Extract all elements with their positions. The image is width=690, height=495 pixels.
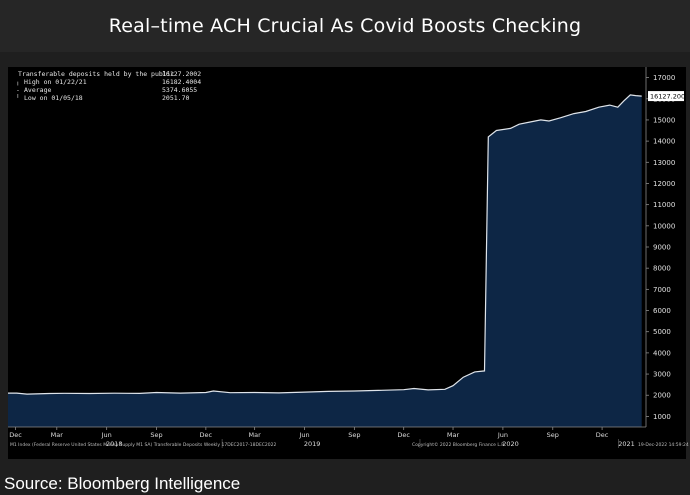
x-year-label: 2019 <box>304 440 321 448</box>
x-tick-label: Jun <box>497 431 508 439</box>
x-tick-label: Mar <box>249 431 262 439</box>
high-marker-icon: ╷ <box>16 78 20 86</box>
chart-panel: 1000 2000 3000 4000 5000 6000 7000 8000 9000 1000… <box>8 67 686 459</box>
x-tick-label: Jun <box>101 431 112 439</box>
average-marker-icon: - <box>16 86 20 94</box>
y-tick-label: 7000 <box>653 286 671 294</box>
y-tick-label: 13000 <box>653 159 675 167</box>
x-tick-label: Dec <box>9 431 22 439</box>
legend-item: ╷ High on 01/22/21 16182.4004 <box>14 78 201 86</box>
legend-value: 16182.4004 <box>162 78 202 86</box>
footer-series-description: M1 Index (Federal Reserve United States … <box>10 443 277 448</box>
series-line <box>8 94 642 395</box>
x-tick-label: Mar <box>447 431 460 439</box>
y-tick-label: 5000 <box>653 328 671 336</box>
y-tick-label: 9000 <box>653 244 671 252</box>
legend-label: Average <box>24 86 52 94</box>
x-tick-label: Mar <box>51 431 64 439</box>
legend-item: - Average 5374.6055 <box>14 86 201 94</box>
last-value-tag <box>648 91 684 102</box>
y-tick-label: 6000 <box>653 307 671 315</box>
y-tick-label: 12000 <box>653 180 675 188</box>
y-tick-label: 11000 <box>653 201 675 209</box>
x-tick-label: Dec <box>397 431 410 439</box>
last-value-label: 16127.2002 <box>650 93 686 101</box>
legend-label: High on 01/22/21 <box>24 78 87 86</box>
legend-item: Transferable deposits held by the public… <box>14 70 201 78</box>
y-tick-label: 15000 <box>653 116 675 124</box>
header-bar: Real–time ACH Crucial As Covid Boosts Ch… <box>0 0 690 52</box>
x-year-label: 2021 <box>618 440 635 448</box>
y-tick-label: 3000 <box>653 371 671 379</box>
x-tick-label: Dec <box>596 431 609 439</box>
page-title: Real–time ACH Crucial As Covid Boosts Ch… <box>108 15 582 37</box>
x-tick-label: Jun <box>298 431 309 439</box>
chart-canvas: 1000 2000 3000 4000 5000 6000 7000 8000 9000 1000… <box>8 67 686 448</box>
footer-copyright: Copyright© 2022 Bloomberg Finance L.P. <box>412 443 505 448</box>
y-tick-label: 17000 <box>653 74 675 82</box>
x-tick-label: Sep <box>547 431 559 439</box>
x-year-label: 2018 <box>106 440 123 448</box>
y-tick-label: 2000 <box>653 392 671 400</box>
low-marker-icon: ╵ <box>16 94 20 102</box>
legend-label: Transferable deposits held by the public <box>18 70 175 78</box>
x-tick-label: Sep <box>150 431 162 439</box>
legend-item: ╵ Low on 01/05/18 2051.70 <box>14 94 201 102</box>
y-tick-label: 1000 <box>653 413 671 421</box>
y-tick-label: 4000 <box>653 349 671 357</box>
legend-value: 2051.70 <box>162 94 190 102</box>
legend-label: Low on 01/05/18 <box>24 94 83 102</box>
chart-legend: Transferable deposits held by the public… <box>14 70 201 102</box>
x-tick-label: Dec <box>200 431 213 439</box>
source-caption: Source: Bloomberg Intelligence <box>4 474 241 493</box>
x-year-label: 2020 <box>502 440 519 448</box>
x-tick-label: Sep <box>348 431 360 439</box>
y-tick-label: 8000 <box>653 265 671 273</box>
legend-value: 5374.6055 <box>162 86 198 94</box>
legend-value: 16127.2002 <box>162 70 202 78</box>
y-tick-label: 14000 <box>653 138 675 146</box>
y-tick-label: 10000 <box>653 222 675 230</box>
footer-timestamp: 19-Dec-2022 14:59:24 <box>638 443 689 448</box>
series-area <box>8 94 642 428</box>
